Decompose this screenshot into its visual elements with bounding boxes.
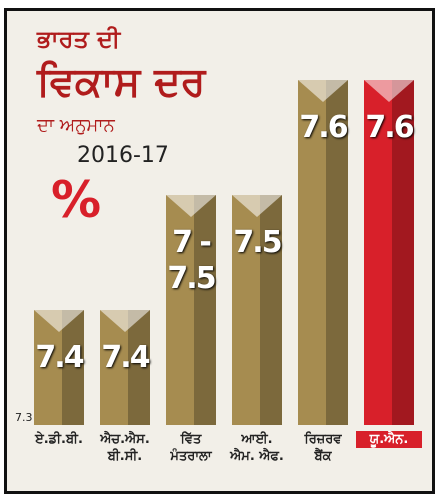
title-line: ਭਾਰਤ ਦੀ — [37, 25, 121, 53]
x-tick-label: ਵਿੱਤ ਮੰਤਰਾਲਾ — [170, 432, 212, 464]
bar-cap — [166, 195, 216, 218]
title-line: ਦਾ ਅਨੁਮਾਨ — [37, 115, 115, 136]
subtitle: 2016-17 — [77, 143, 169, 168]
bar — [232, 195, 282, 425]
bar-cap — [232, 195, 282, 218]
x-tick-label: ਰਿਜ਼ਰਵ ਬੈਂਕ — [304, 432, 342, 464]
bar — [166, 195, 216, 425]
bar-cap — [100, 310, 150, 333]
chart-frame: ਭਾਰਤ ਦੀ ਵਿਕਾਸ ਦਰ ਦਾ ਅਨੁਮਾਨ 2016-17 % 7.3… — [4, 8, 435, 494]
y-tick-label: 7.3 — [15, 411, 33, 424]
value-label: 7.6 — [299, 110, 348, 146]
value-label: 7.4 — [35, 340, 84, 376]
x-tick-label: ਐਚ.ਐਸ. ਬੀ.ਸੀ. — [100, 432, 150, 464]
x-tick-label: ਯੂ.ਐਨ. — [356, 431, 422, 448]
symbol: % — [51, 171, 102, 229]
value-label: 7.6 — [365, 110, 414, 146]
bar-cap — [364, 80, 414, 103]
bar — [364, 80, 414, 425]
value-label: 7.4 — [101, 340, 150, 376]
bar-cap — [298, 80, 348, 103]
bar — [298, 80, 348, 425]
value-label: 7 - 7.5 — [167, 225, 216, 297]
x-tick-label: ਏ.ਡੀ.ਬੀ. — [35, 432, 83, 447]
x-tick-label: ਆਈ. ਐਮ. ਐਫ. — [230, 432, 284, 464]
bar-cap — [34, 310, 84, 333]
value-label: 7.5 — [233, 225, 282, 261]
title-line: ਵਿਕਾਸ ਦਰ — [37, 59, 206, 105]
